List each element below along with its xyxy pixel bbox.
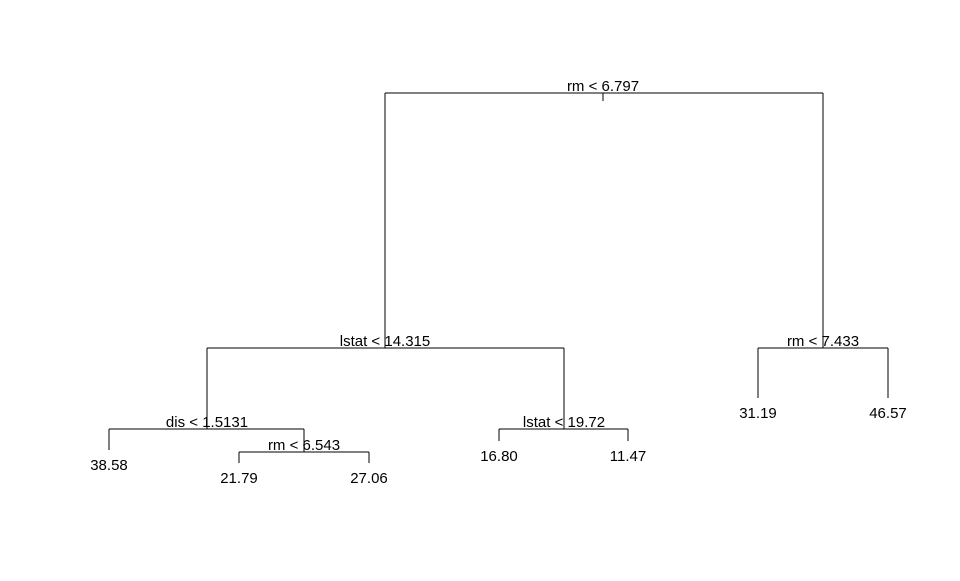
tree-labels: rm < 6.797 lstat < 14.315 dis < 1.5131 38.5…	[90, 78, 907, 487]
leaf-value-n18: 21.79	[220, 470, 258, 487]
split-label-n4: dis < 1.5131	[166, 414, 248, 431]
split-label-n5: lstat < 19.72	[523, 414, 605, 431]
split-label-n2: lstat < 14.315	[340, 333, 430, 350]
leaf-value-n8: 38.58	[90, 457, 128, 474]
leaf-value-n19: 27.06	[350, 470, 388, 487]
tree-branches	[108, 92, 889, 463]
split-label-n3: rm < 7.433	[787, 333, 859, 350]
leaf-value-n10: 16.80	[480, 448, 518, 465]
split-label-n9: rm < 6.543	[268, 437, 340, 454]
leaf-value-n7: 46.57	[869, 405, 907, 422]
leaf-value-n11: 11.47	[610, 448, 646, 465]
split-label-n1: rm < 6.797	[567, 78, 639, 95]
leaf-value-n6: 31.19	[739, 405, 777, 422]
